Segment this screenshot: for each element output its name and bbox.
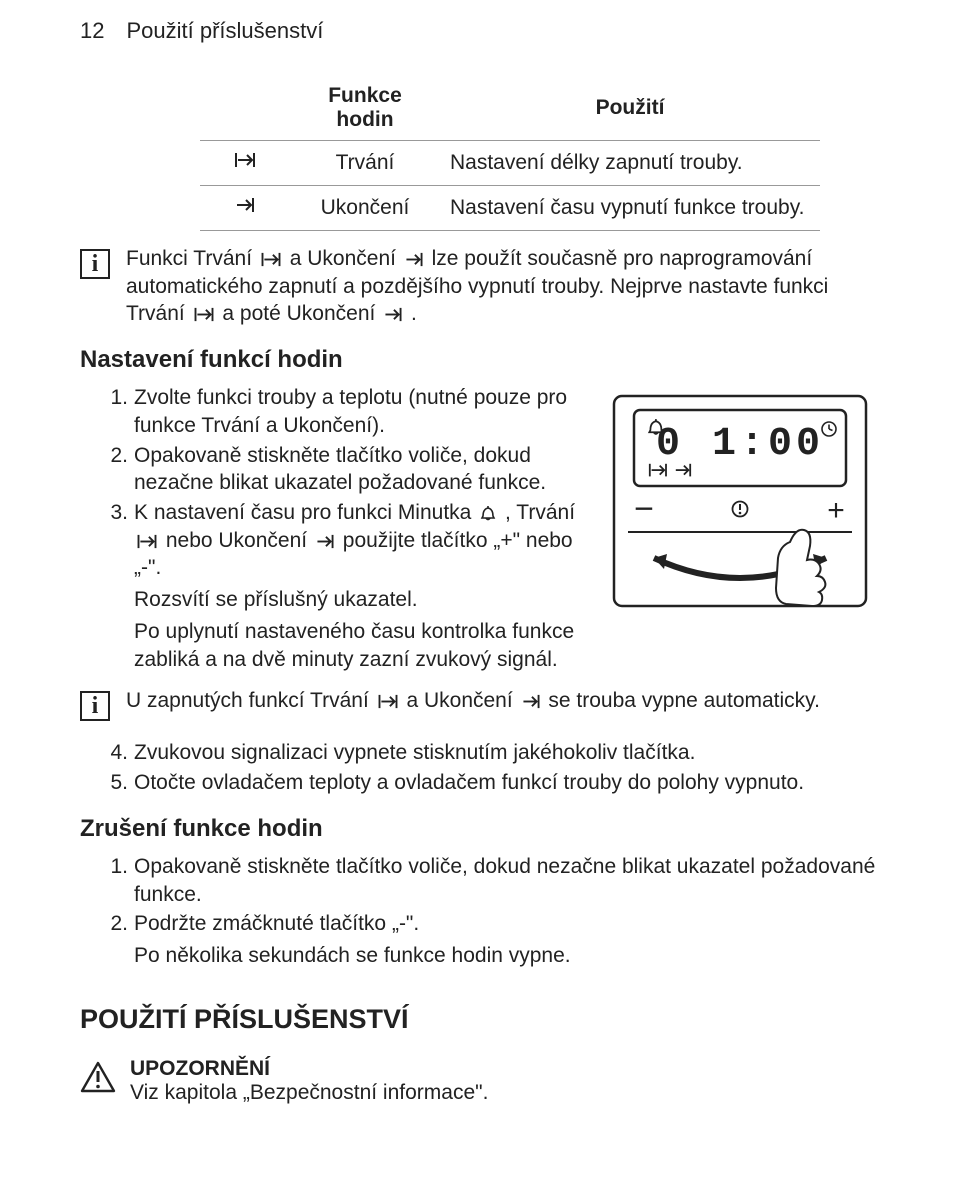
table-row: Trvání Nastavení délky zapnutí trouby. — [200, 141, 820, 186]
row-desc: Nastavení času vypnutí funkce trouby. — [440, 186, 820, 231]
bell-icon — [479, 505, 497, 522]
info-note-1: i Funkci Trvání a Ukončení lze použít so… — [80, 245, 880, 328]
steps-list-1: Zvolte funkci trouby a teplotu (nutné po… — [80, 384, 586, 673]
clock-display-illustration: 0 1:00 − + — [610, 392, 870, 612]
table-header-desc: Použití — [440, 78, 820, 141]
duration-icon — [200, 141, 290, 186]
list-item: Otočte ovladačem teploty a ovladačem fun… — [134, 769, 880, 797]
page-number: 12 — [80, 18, 104, 44]
list-item: K nastavení času pro funkci Minutka , Tr… — [134, 499, 586, 673]
list-item: Podržte zmáčknuté tlačítko „-". Po někol… — [134, 910, 880, 969]
svg-text:0 1:00: 0 1:00 — [656, 422, 824, 467]
duration-icon — [377, 693, 399, 710]
row-name: Ukončení — [290, 186, 440, 231]
end-icon — [521, 693, 541, 710]
table-row: Ukončení Nastavení času vypnutí funkce t… — [200, 186, 820, 231]
page-title: Použití příslušenství — [126, 18, 323, 44]
info-text: Funkci Trvání a Ukončení lze použít souč… — [126, 245, 880, 328]
end-icon — [383, 306, 403, 323]
row-desc: Nastavení délky zapnutí trouby. — [440, 141, 820, 186]
section-heading-cancel: Zrušení funkce hodin — [80, 815, 880, 843]
steps-list-2: Zvukovou signalizaci vypnete stisknutím … — [80, 739, 880, 796]
minus-icon: − — [634, 490, 654, 528]
info-icon: i — [80, 249, 110, 279]
list-item: Zvolte funkci trouby a teplotu (nutné po… — [134, 384, 586, 439]
plus-icon: + — [827, 494, 845, 527]
warning-title: UPOZORNĚNÍ — [130, 1057, 488, 1081]
end-icon — [315, 533, 335, 550]
info-text: U zapnutých funkcí Trvání a Ukončení se … — [126, 687, 820, 715]
major-heading: POUŽITÍ PŘÍSLUŠENSTVÍ — [80, 1004, 880, 1035]
functions-table: Funkce hodin Použití Trvání Nastavení dé… — [200, 78, 820, 231]
warning-triangle-icon — [80, 1061, 116, 1093]
duration-icon — [193, 306, 215, 323]
step-sub: Rozsvítí se příslušný ukazatel. — [134, 586, 586, 614]
table-header-name: Funkce hodin — [290, 78, 440, 141]
duration-icon — [136, 533, 158, 550]
warning-sub: Viz kapitola „Bezpečnostní informace". — [130, 1081, 488, 1105]
warning-block: UPOZORNĚNÍ Viz kapitola „Bezpečnostní in… — [80, 1057, 880, 1105]
end-icon — [200, 186, 290, 231]
list-item: Opakovaně stiskněte tlačítko voliče, dok… — [134, 442, 586, 497]
list-item: Opakovaně stiskněte tlačítko voliče, dok… — [134, 853, 880, 908]
steps-list-3: Opakovaně stiskněte tlačítko voliče, dok… — [80, 853, 880, 970]
info-note-2: i U zapnutých funkcí Trvání a Ukončení s… — [80, 687, 880, 721]
step-sub: Po uplynutí nastaveného času kontrolka f… — [134, 618, 586, 673]
info-icon: i — [80, 691, 110, 721]
row-name: Trvání — [290, 141, 440, 186]
end-icon — [404, 251, 424, 268]
step-sub: Po několika sekundách se funkce hodin vy… — [134, 942, 880, 970]
section-heading-settings: Nastavení funkcí hodin — [80, 346, 880, 374]
duration-icon — [260, 251, 282, 268]
list-item: Zvukovou signalizaci vypnete stisknutím … — [134, 739, 880, 767]
